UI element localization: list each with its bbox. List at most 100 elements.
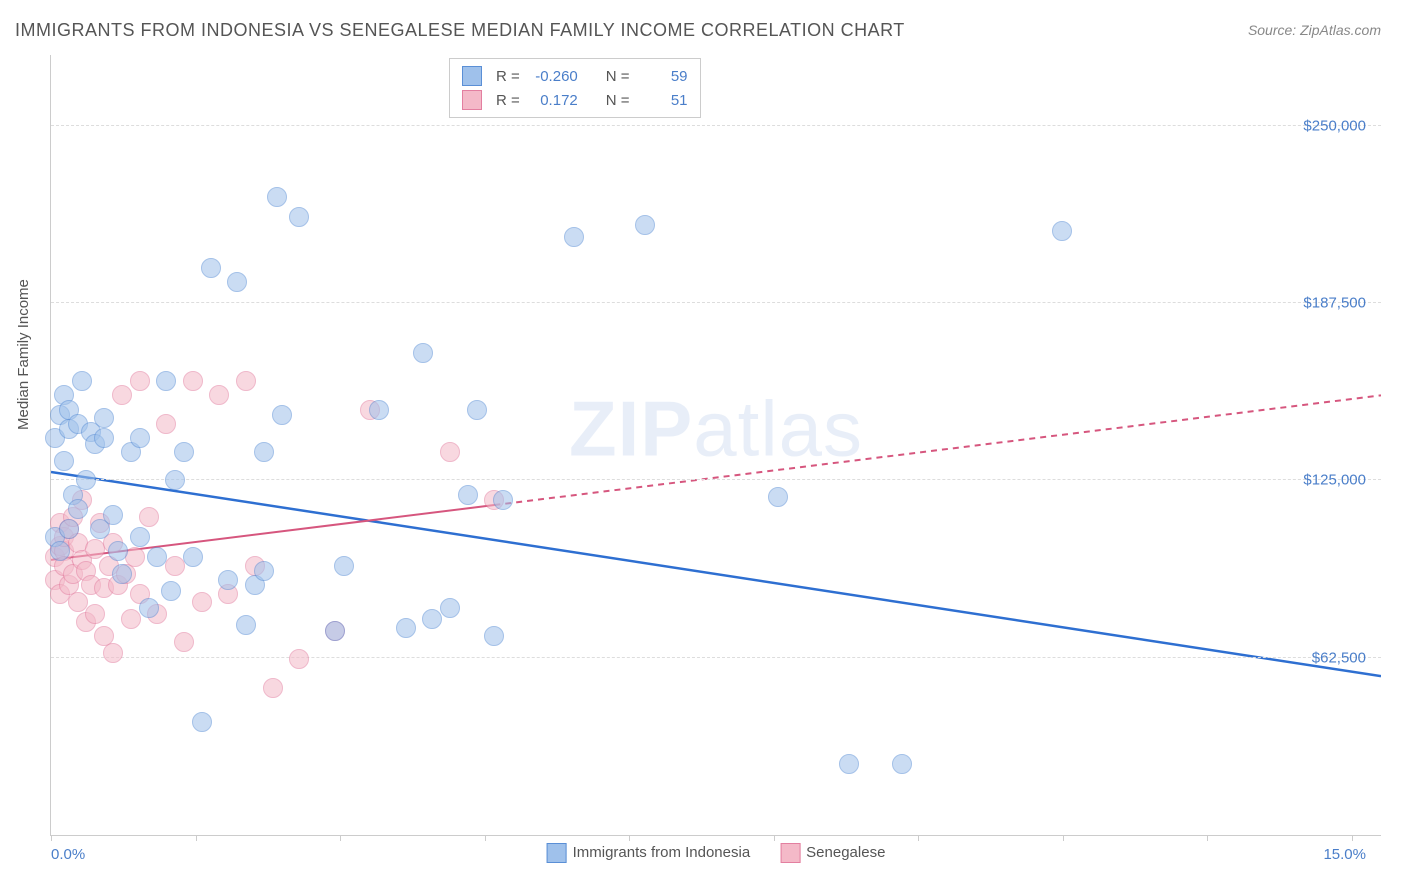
source-attribution: Source: ZipAtlas.com [1248, 22, 1381, 38]
indonesia-point [564, 227, 584, 247]
trend-lines [51, 55, 1381, 835]
indonesia-point [334, 556, 354, 576]
indonesia-point [94, 428, 114, 448]
r-value: -0.260 [528, 68, 578, 85]
chart-title: IMMIGRANTS FROM INDONESIA VS SENEGALESE … [15, 20, 905, 41]
x-tick [629, 835, 630, 841]
senegalese-point [209, 385, 229, 405]
legend-label: Senegalese [806, 844, 885, 861]
senegalese-point [112, 385, 132, 405]
gridline [51, 657, 1381, 658]
indonesia-point [201, 258, 221, 278]
indonesia-point [68, 499, 88, 519]
indonesia-point [112, 564, 132, 584]
indonesia-point [50, 541, 70, 561]
indonesia-point [369, 400, 389, 420]
indonesia-point [1052, 221, 1072, 241]
indonesia-point [236, 615, 256, 635]
senegalese-point [263, 678, 283, 698]
legend-swatch [462, 90, 482, 110]
r-label: R = [496, 68, 520, 85]
indonesia-point [174, 442, 194, 462]
x-tick [774, 835, 775, 841]
x-tick [51, 835, 52, 841]
indonesia-point [254, 442, 274, 462]
y-tick-label: $125,000 [1303, 472, 1366, 489]
indonesia-point [192, 712, 212, 732]
r-label: R = [496, 92, 520, 109]
gridline [51, 479, 1381, 480]
indonesia-point [768, 487, 788, 507]
indonesia-point [103, 505, 123, 525]
indonesia-point [183, 547, 203, 567]
indonesia-point [156, 371, 176, 391]
indonesia-point [458, 485, 478, 505]
legend-item: Immigrants from Indonesia [547, 843, 751, 863]
senegalese-point [68, 592, 88, 612]
indonesia-point [139, 598, 159, 618]
indonesia-point [218, 570, 238, 590]
indonesia-point [493, 490, 513, 510]
legend-swatch [547, 843, 567, 863]
y-tick-label: $187,500 [1303, 295, 1366, 312]
legend-item: Senegalese [780, 843, 885, 863]
senegalese-point [121, 609, 141, 629]
senegalese-point [289, 649, 309, 669]
gridline [51, 125, 1381, 126]
watermark-atlas: atlas [693, 385, 863, 473]
senegalese-point [139, 507, 159, 527]
series-legend: Immigrants from Indonesia Senegalese [547, 843, 886, 863]
correlation-legend: R =-0.260N =59R =0.172N =51 [449, 58, 701, 118]
indonesia-point [165, 470, 185, 490]
n-value: 51 [638, 92, 688, 109]
indonesia-point [72, 371, 92, 391]
x-tick [918, 835, 919, 841]
x-tick [1352, 835, 1353, 841]
indonesia-point [254, 561, 274, 581]
y-axis-label: Median Family Income [15, 279, 32, 430]
indonesia-point [267, 187, 287, 207]
indonesia-point [892, 754, 912, 774]
watermark-zip: ZIP [569, 385, 693, 473]
senegalese-point [183, 371, 203, 391]
y-tick-label: $62,500 [1312, 649, 1366, 666]
x-tick [196, 835, 197, 841]
scatter-chart: ZIPatlas R =-0.260N =59R =0.172N =51 0.0… [50, 55, 1381, 836]
indonesia-point [325, 621, 345, 641]
legend-label: Immigrants from Indonesia [573, 844, 751, 861]
indonesia-point [484, 626, 504, 646]
indonesia-point [130, 527, 150, 547]
legend-swatch [780, 843, 800, 863]
x-tick [1063, 835, 1064, 841]
indonesia-point [76, 470, 96, 490]
indonesia-point [396, 618, 416, 638]
x-tick [340, 835, 341, 841]
indonesia-point [272, 405, 292, 425]
gridline [51, 302, 1381, 303]
senegalese-point [85, 604, 105, 624]
indonesia-point [440, 598, 460, 618]
indonesia-point [635, 215, 655, 235]
indonesia-point [130, 428, 150, 448]
indonesia-point [54, 451, 74, 471]
x-min-label: 0.0% [51, 846, 85, 863]
senegalese-point [440, 442, 460, 462]
indonesia-point [413, 343, 433, 363]
r-value: 0.172 [528, 92, 578, 109]
x-tick [485, 835, 486, 841]
n-label: N = [606, 92, 630, 109]
indonesia-point [422, 609, 442, 629]
indonesia-point [59, 519, 79, 539]
x-tick [1207, 835, 1208, 841]
legend-swatch [462, 66, 482, 86]
senegalese-point [130, 371, 150, 391]
senegalese-point [236, 371, 256, 391]
indonesia-point [161, 581, 181, 601]
indonesia-point [839, 754, 859, 774]
indonesia-point [94, 408, 114, 428]
n-value: 59 [638, 68, 688, 85]
senegalese-point [174, 632, 194, 652]
senegalese-point [103, 643, 123, 663]
senegalese-point [125, 547, 145, 567]
indonesia-point [147, 547, 167, 567]
